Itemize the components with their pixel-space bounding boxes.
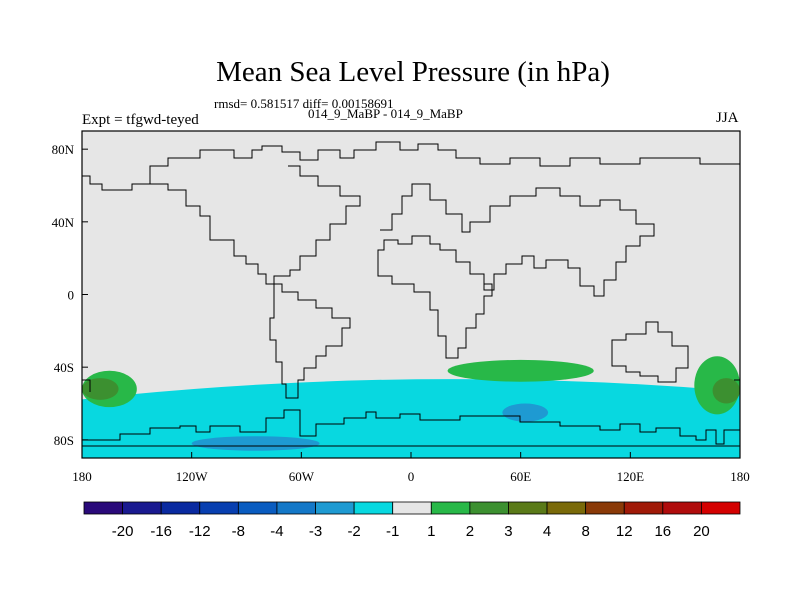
- colorbar-label: -4: [270, 523, 283, 540]
- colorbar-swatch: [623, 501, 664, 515]
- colorbar-swatch: [276, 501, 316, 515]
- chart-title: Mean Sea Level Pressure (in hPa): [216, 56, 610, 88]
- experiment-label: Expt = tfgwd-teyed: [82, 112, 199, 128]
- colorbar-label: 1: [427, 523, 435, 540]
- colorbar-swatch: [546, 501, 587, 515]
- colorbar-swatch: [508, 501, 548, 515]
- season-label: JJA: [716, 110, 739, 126]
- colorbar-swatch: [430, 501, 471, 515]
- colorbar-label: 4: [543, 523, 551, 540]
- stats-text: rmsd= 0.581517 diff= 0.00158691: [214, 96, 394, 111]
- x-tick-label: 180: [730, 469, 750, 484]
- x-tick-label: 180: [72, 469, 92, 484]
- y-tick-label: 80S: [54, 433, 74, 448]
- region-5: [82, 378, 119, 400]
- x-tick-label: 60E: [510, 469, 531, 484]
- region-3: [447, 359, 594, 382]
- colorbar-swatch: [469, 501, 509, 515]
- x-tick-label: 120E: [617, 469, 645, 484]
- colorbar-label: 3: [504, 523, 512, 540]
- colorbar-swatch: [315, 501, 355, 515]
- colorbar-swatch: [83, 501, 123, 515]
- x-axis: 180 120W 60W 0 60E 120E 180: [72, 452, 750, 484]
- colorbar-swatch: [199, 501, 239, 515]
- colorbar-swatch: [701, 501, 741, 515]
- colorbar-swatch: [585, 501, 625, 515]
- comparison-subtitle: 014_9_MaBP - 014_9_MaBP: [308, 106, 463, 121]
- coastline-australia: [611, 321, 689, 383]
- colorbar-swatch: [662, 501, 702, 515]
- colorbar-label: -2: [347, 523, 360, 540]
- coastlines: [82, 141, 740, 447]
- colorbar-label: 12: [616, 523, 633, 540]
- coastline-south-islands: [82, 379, 740, 392]
- coastline-north: [82, 141, 740, 191]
- contour-regions: [82, 356, 740, 458]
- colorbar-label: 16: [654, 523, 671, 540]
- y-tick-label: 40S: [54, 360, 74, 375]
- colorbar-label: 2: [466, 523, 474, 540]
- x-tick-label: 120W: [176, 469, 209, 484]
- y-axis: 80N 40N 0 40S 80S: [52, 142, 88, 448]
- x-tick-label: 60W: [289, 469, 315, 484]
- colorbar-label: -8: [232, 523, 245, 540]
- x-tick-label: 0: [408, 469, 415, 484]
- colorbar-swatch: [353, 501, 394, 515]
- coastline-antarctica: [82, 409, 740, 445]
- region-1: [191, 436, 320, 451]
- colorbar-label: -1: [386, 523, 399, 540]
- colorbar-label: -12: [189, 523, 211, 540]
- colorbar-label: 8: [581, 523, 589, 540]
- region-7: [712, 378, 740, 404]
- colorbar-label: 20: [693, 523, 710, 540]
- coastline-south-america: [269, 283, 351, 399]
- y-tick-label: 40N: [52, 215, 75, 230]
- colorbar-swatch: [237, 501, 278, 515]
- coastline-africa: [377, 239, 493, 359]
- colorbar-label: -16: [150, 523, 172, 540]
- colorbar-label: -20: [112, 523, 134, 540]
- colorbar: -20 -16 -12 -8 -4 -3 -2 -1 1 2 3 4 8 12 16 20: [83, 501, 741, 540]
- y-tick-label: 0: [68, 288, 75, 303]
- coastline-europe-asia: [380, 183, 655, 297]
- colorbar-swatch: [392, 501, 432, 515]
- y-tick-label: 80N: [52, 142, 75, 157]
- colorbar-label: -3: [309, 523, 322, 540]
- colorbar-swatch: [122, 501, 162, 515]
- region-2: [502, 403, 549, 422]
- coastline-north-america: [150, 165, 361, 285]
- colorbar-swatch: [160, 501, 201, 515]
